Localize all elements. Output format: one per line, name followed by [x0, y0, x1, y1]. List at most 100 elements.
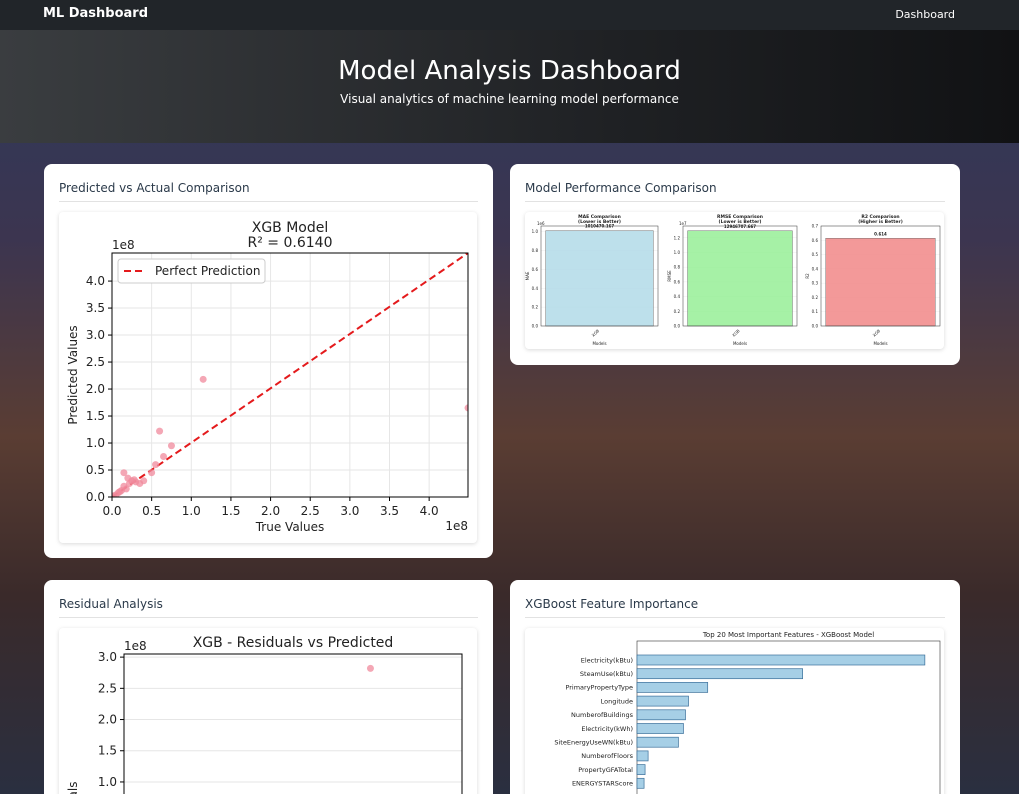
- y-tick-label: 2.0: [98, 713, 117, 727]
- bar: [636, 668, 803, 680]
- value-label: 12946707.667: [724, 224, 756, 229]
- y-axis-label: RMSE: [667, 270, 672, 282]
- axis-offset: 1e8: [445, 519, 468, 533]
- bar: [545, 230, 654, 327]
- y-tick-label: 3.0: [86, 328, 105, 342]
- y-axis-label: Residuals: [66, 782, 80, 794]
- x-tick-label: 3.5: [380, 504, 399, 518]
- x-axis-label: Models: [592, 341, 606, 346]
- y-tick-label: 0.3: [812, 281, 819, 286]
- bar: [636, 736, 679, 748]
- card-title: Residual Analysis: [59, 597, 163, 611]
- divider: [525, 201, 945, 202]
- card-title: XGBoost Feature Importance: [525, 597, 699, 611]
- y-tick-label: 0.0: [674, 324, 681, 329]
- y-tick-label: 1.0: [98, 775, 117, 789]
- bar: [636, 709, 686, 721]
- plot-area: [112, 253, 468, 497]
- y-tick-label: 0.2: [532, 305, 539, 310]
- y-tick-label: 1.5: [98, 744, 117, 758]
- chart-title: MAE Comparison: [578, 214, 621, 220]
- bar: [636, 682, 709, 693]
- point: [122, 485, 130, 493]
- x-tick-label: XGB: [731, 328, 741, 338]
- nav-link[interactable]: Dashboard: [895, 8, 955, 21]
- y-axis-label: MAE: [525, 271, 530, 280]
- x-axis-label: True Values: [255, 520, 325, 534]
- point: [167, 442, 175, 450]
- y-tick-label: PropertyGFATotal: [578, 766, 633, 774]
- value-label: 0.614: [874, 231, 887, 236]
- y-tick-label: 0.8: [674, 265, 681, 270]
- y-tick-label: Electricity(kWh): [581, 725, 633, 733]
- point: [464, 404, 468, 412]
- x-tick-label: 0.5: [142, 504, 161, 518]
- y-tick-label: 1.0: [674, 250, 681, 255]
- legend-label: Perfect Prediction: [155, 264, 260, 278]
- chart-title: (Lower is Better): [719, 219, 762, 225]
- divider: [59, 617, 478, 618]
- y-tick-label: 0.4: [532, 286, 539, 291]
- y-tick-label: 3.5: [86, 301, 105, 315]
- point: [148, 469, 156, 477]
- legend: [117, 258, 266, 284]
- chart-title: XGB Model: [252, 220, 329, 236]
- y-tick-label: ENERGYSTARScore: [572, 780, 633, 788]
- chart-title: RMSE Comparison: [717, 214, 763, 220]
- y-tick-label: 0.1: [812, 309, 819, 314]
- x-tick-label: XGB: [872, 328, 882, 338]
- y-tick-label: 2.5: [86, 355, 105, 369]
- bar: [636, 695, 689, 707]
- y-axis-label: Predicted Values: [66, 325, 80, 424]
- brand[interactable]: ML Dashboard: [43, 6, 149, 21]
- y-tick-label: 0.0: [86, 490, 105, 504]
- x-tick-label: 2.5: [301, 504, 320, 518]
- y-tick-label: 1.2: [674, 235, 681, 240]
- hero-title: Model Analysis Dashboard: [338, 56, 681, 86]
- chart-title: R2 Comparison: [861, 214, 899, 220]
- y-tick-label: 0.5: [86, 463, 105, 477]
- x-tick-label: 0.0: [102, 504, 121, 518]
- y-axis-label: R2: [805, 273, 810, 279]
- point: [120, 469, 128, 477]
- y-tick-label: 4.0: [86, 274, 105, 288]
- plot-frame: [123, 653, 463, 794]
- divider: [525, 617, 945, 618]
- y-tick-label: 0.0: [532, 324, 539, 329]
- chart-panel: [59, 628, 477, 794]
- point: [199, 375, 207, 383]
- plot-frame: [820, 225, 941, 327]
- y-tick-label: 1.0: [532, 229, 539, 234]
- x-tick-label: 4.0: [420, 504, 439, 518]
- y-tick-label: 0.2: [674, 309, 681, 314]
- chart-title: (Lower is Better): [578, 219, 621, 225]
- divider: [59, 201, 478, 202]
- y-tick-label: 0.7: [812, 224, 819, 229]
- bar: [687, 230, 793, 327]
- navbar: ML Dashboard Dashboard: [0, 0, 1019, 30]
- plot-frame: [111, 252, 469, 498]
- axis-offset: 1e6: [537, 221, 545, 226]
- x-axis-label: Models: [733, 341, 747, 346]
- point: [366, 664, 374, 672]
- y-tick-label: 2.5: [98, 681, 117, 695]
- axis-offset: 1e7: [679, 221, 687, 226]
- chart-subtitle: R² = 0.6140: [248, 235, 333, 251]
- reference-line: [112, 253, 468, 497]
- x-tick-label: 1.0: [182, 504, 201, 518]
- y-tick-label: 0.4: [812, 266, 819, 271]
- y-tick-label: SiteEnergyUseWN(kBtu): [554, 739, 633, 747]
- point: [156, 427, 164, 435]
- point: [140, 477, 148, 485]
- y-tick-label: NumberofFloors: [581, 752, 633, 760]
- y-tick-label: 0.6: [812, 238, 819, 243]
- x-tick-label: 1.5: [221, 504, 240, 518]
- card: Residual Analysis: [44, 580, 493, 794]
- y-tick-label: 1.5: [86, 409, 105, 423]
- x-axis-label: Models: [873, 341, 887, 346]
- y-tick-label: SteamUse(kBtu): [580, 670, 633, 678]
- hero: Model Analysis Dashboard Visual analytic…: [0, 30, 1019, 143]
- y-tick-label: 2.0: [86, 382, 105, 396]
